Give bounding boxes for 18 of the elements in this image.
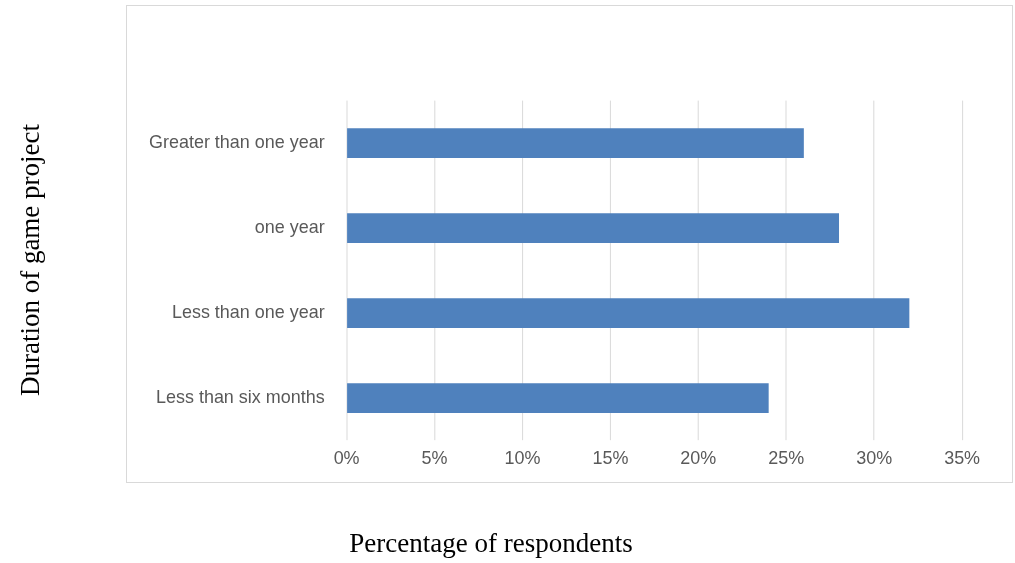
x-tick-label: 5% bbox=[421, 448, 448, 469]
x-tick-label: 0% bbox=[333, 448, 360, 469]
x-tick-label: 25% bbox=[768, 448, 805, 469]
x-tick-label: 35% bbox=[944, 448, 981, 469]
y-tick-label: Less than one year bbox=[171, 302, 325, 323]
bar bbox=[347, 298, 910, 328]
x-tick-label: 20% bbox=[680, 448, 717, 469]
y-tick-label: one year bbox=[254, 217, 325, 238]
y-tick-label: Greater than one year bbox=[148, 132, 325, 153]
x-tick-label: 15% bbox=[592, 448, 629, 469]
y-tick-label: Less than six months bbox=[156, 387, 325, 408]
x-tick-label: 30% bbox=[856, 448, 893, 469]
bar bbox=[347, 128, 804, 158]
y-axis-title: Duration of game project bbox=[14, 123, 46, 397]
bar bbox=[347, 213, 840, 243]
x-axis-title: Percentage of respondents bbox=[349, 527, 633, 559]
x-tick-label: 10% bbox=[504, 448, 541, 469]
bar bbox=[347, 383, 769, 413]
